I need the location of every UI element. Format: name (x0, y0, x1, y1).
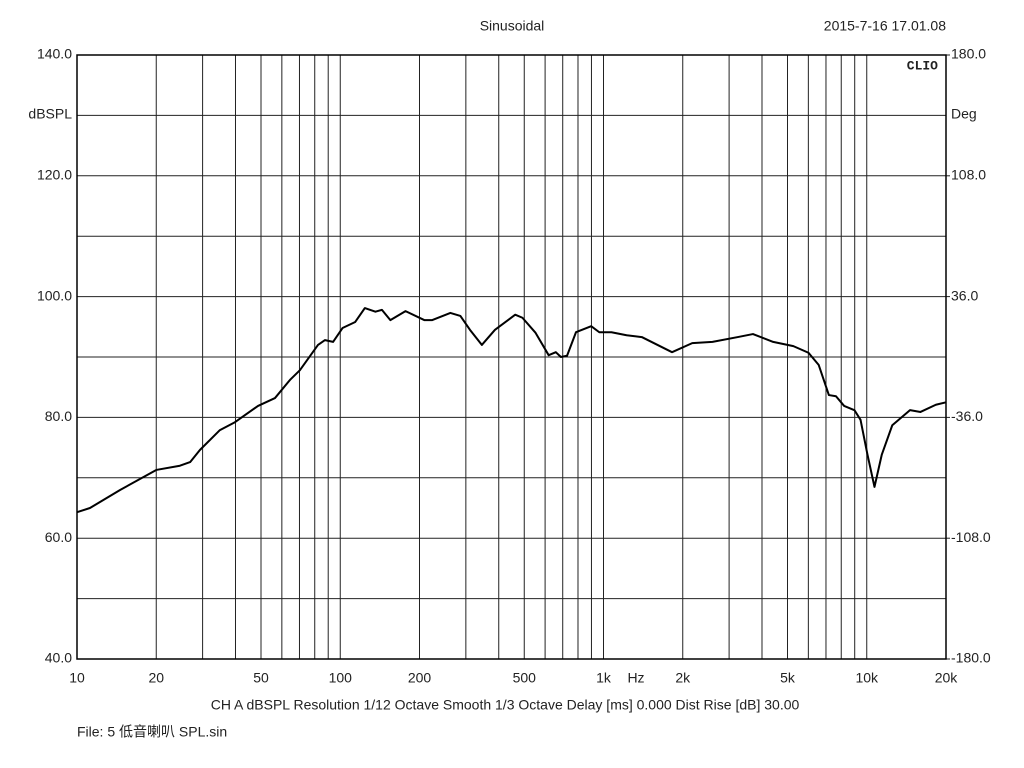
y2-tick-label: -180.0 (951, 650, 991, 666)
x-tick-label: 500 (513, 670, 537, 686)
y2-tick-label: 36.0 (951, 287, 978, 303)
chart-title: Sinusoidal (480, 18, 545, 34)
y-tick-label: 100.0 (37, 287, 72, 303)
y-axis-label: dBSPL (28, 106, 72, 122)
footer: CH A dBSPL Resolution 1/12 Octave Smooth… (211, 697, 800, 713)
y2-tick-label: -36.0 (951, 408, 983, 424)
x-tick-label: 2k (675, 670, 691, 686)
y2-tick-label: 108.0 (951, 167, 986, 183)
y-tick-label: 140.0 (37, 46, 72, 62)
x-axis-label: Hz (627, 670, 644, 686)
x-tick-label: 10k (855, 670, 879, 686)
y2-tick-label: 180.0 (951, 46, 986, 62)
y-tick-label: 80.0 (45, 408, 72, 424)
x-tick-label: 10 (69, 670, 85, 686)
x-tick-label: 200 (408, 670, 432, 686)
x-tick-label: 5k (780, 670, 796, 686)
y2-tick-label: -108.0 (951, 529, 991, 545)
plot-frame (76, 54, 947, 660)
data-line (76, 307, 947, 514)
y2-axis-label: Deg (951, 106, 977, 122)
y-tick-label: 120.0 (37, 167, 72, 183)
x-tick-label: 1k (596, 670, 612, 686)
y-tick-label: 40.0 (45, 650, 72, 666)
x-tick-label: 20 (148, 670, 164, 686)
x-tick-label: 20k (935, 670, 959, 686)
y-tick-label: 60.0 (45, 529, 72, 545)
logo: CLIO (907, 58, 938, 73)
timestamp: 2015-7-16 17.01.08 (824, 18, 946, 34)
x-tick-label: 50 (253, 670, 269, 686)
file-name: File: 5 低音喇叭 SPL.sin (77, 724, 227, 740)
x-tick-label: 100 (329, 670, 353, 686)
